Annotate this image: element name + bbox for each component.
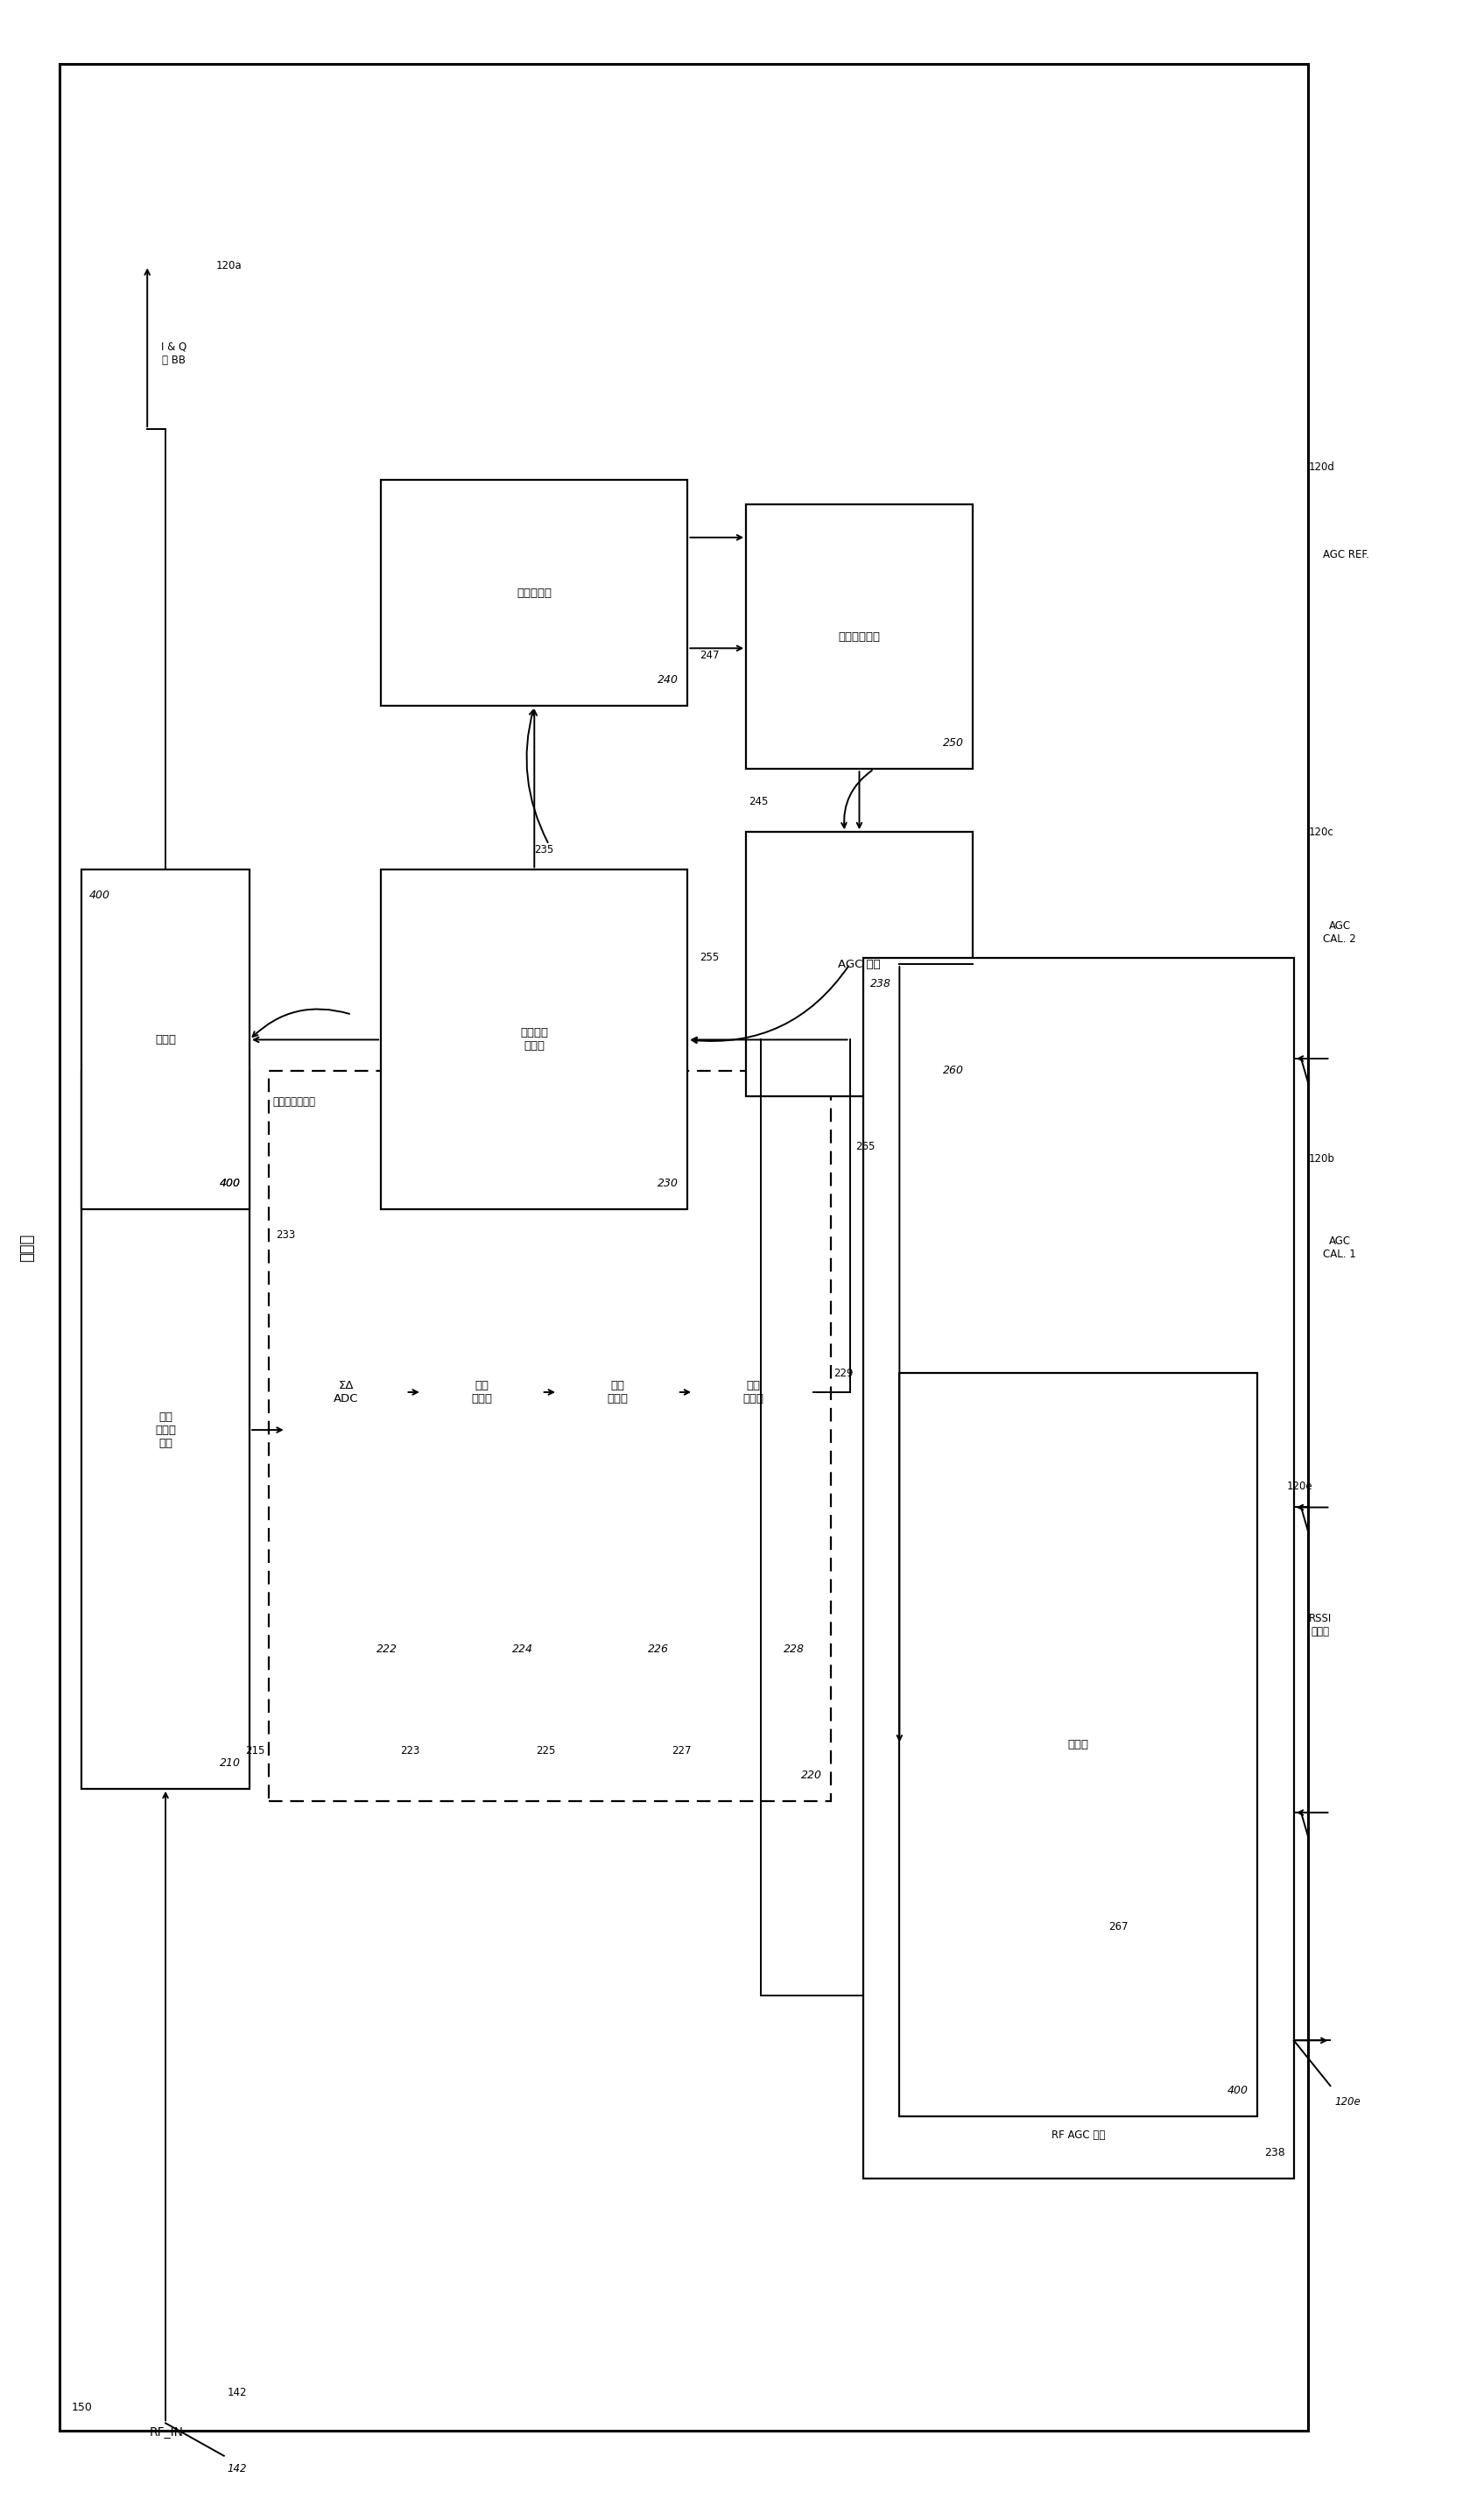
- Text: 120b: 120b: [1308, 1154, 1334, 1164]
- Text: AGC 电路: AGC 电路: [838, 958, 881, 970]
- Text: 142: 142: [228, 2386, 247, 2399]
- Bar: [380, 869, 688, 1210]
- Text: 223: 223: [399, 1746, 420, 1756]
- Text: 400: 400: [1227, 2084, 1248, 2097]
- Text: 224: 224: [512, 1643, 533, 1656]
- Bar: [746, 832, 973, 1096]
- Text: 120e: 120e: [1286, 1482, 1312, 1492]
- Bar: [421, 1109, 541, 1676]
- Text: 信道选择
滤波器: 信道选择 滤波器: [521, 1028, 549, 1051]
- Bar: [380, 479, 688, 706]
- Text: 255: 255: [699, 953, 718, 963]
- Text: 400: 400: [89, 890, 110, 902]
- Text: 接收机: 接收机: [19, 1232, 35, 1263]
- Text: 120e: 120e: [1334, 2097, 1361, 2107]
- Text: 267: 267: [1109, 1920, 1128, 1933]
- Text: 225: 225: [535, 1746, 556, 1756]
- Text: 功率估计器: 功率估计器: [516, 587, 552, 600]
- Text: ΣΔ
ADC: ΣΔ ADC: [334, 1381, 358, 1404]
- Bar: [60, 63, 1308, 2432]
- Bar: [900, 1373, 1257, 2117]
- Text: 150: 150: [72, 2402, 92, 2414]
- Text: 250: 250: [942, 738, 964, 748]
- Text: AGC
CAL. 1: AGC CAL. 1: [1323, 1235, 1356, 1260]
- Text: 235: 235: [534, 844, 554, 854]
- Bar: [82, 869, 250, 1210]
- Text: 120d: 120d: [1308, 461, 1334, 474]
- Text: 400: 400: [219, 1179, 241, 1189]
- Text: 210: 210: [219, 1756, 241, 1769]
- Text: 阻塞标识元件: 阻塞标识元件: [838, 630, 881, 643]
- Text: 定标器: 定标器: [155, 1033, 176, 1046]
- Bar: [82, 1071, 250, 1789]
- Text: 227: 227: [672, 1746, 692, 1756]
- Bar: [863, 958, 1293, 2180]
- Text: 222: 222: [376, 1643, 396, 1656]
- Text: 247: 247: [699, 650, 720, 660]
- Text: 数字接收机路径: 数字接收机路径: [274, 1096, 316, 1109]
- Text: 215: 215: [246, 1746, 265, 1756]
- Text: AGC REF.: AGC REF.: [1323, 549, 1369, 562]
- Text: 265: 265: [856, 1142, 875, 1152]
- Text: 120a: 120a: [217, 260, 241, 272]
- Text: 228: 228: [784, 1643, 805, 1656]
- Text: 220: 220: [802, 1769, 822, 1782]
- Bar: [693, 1109, 813, 1676]
- Text: 226: 226: [648, 1643, 669, 1656]
- Text: RF_IN: RF_IN: [149, 2427, 183, 2439]
- Text: I & Q
到 BB: I & Q 到 BB: [161, 340, 186, 365]
- Text: 択取
滤波器: 択取 滤波器: [471, 1381, 492, 1404]
- Text: 260: 260: [942, 1066, 964, 1076]
- Text: 补偿
滤波器: 补偿 滤波器: [743, 1381, 764, 1404]
- Text: 高通
滤波器: 高通 滤波器: [607, 1381, 628, 1404]
- Bar: [557, 1109, 677, 1676]
- Bar: [269, 1071, 831, 1802]
- Text: 模拟
接收机
路径: 模拟 接收机 路径: [155, 1411, 176, 1449]
- Text: 控制器: 控制器: [1068, 1739, 1088, 1751]
- Text: AGC
CAL. 2: AGC CAL. 2: [1323, 920, 1356, 945]
- Text: 240: 240: [658, 675, 679, 685]
- Text: 142: 142: [227, 2465, 247, 2475]
- Bar: [746, 504, 973, 769]
- Text: 229: 229: [834, 1368, 853, 1378]
- Text: RF AGC 系统: RF AGC 系统: [1052, 2129, 1105, 2142]
- Text: 120c: 120c: [1308, 827, 1334, 837]
- Text: 400: 400: [219, 1179, 241, 1189]
- Text: 245: 245: [749, 796, 768, 806]
- Text: 230: 230: [658, 1179, 679, 1189]
- Text: 233: 233: [277, 1230, 296, 1240]
- Bar: [287, 1109, 405, 1676]
- Text: 238: 238: [870, 978, 891, 990]
- Text: RSSI
到基带: RSSI 到基带: [1308, 1613, 1331, 1638]
- Text: 238: 238: [1264, 2147, 1285, 2160]
